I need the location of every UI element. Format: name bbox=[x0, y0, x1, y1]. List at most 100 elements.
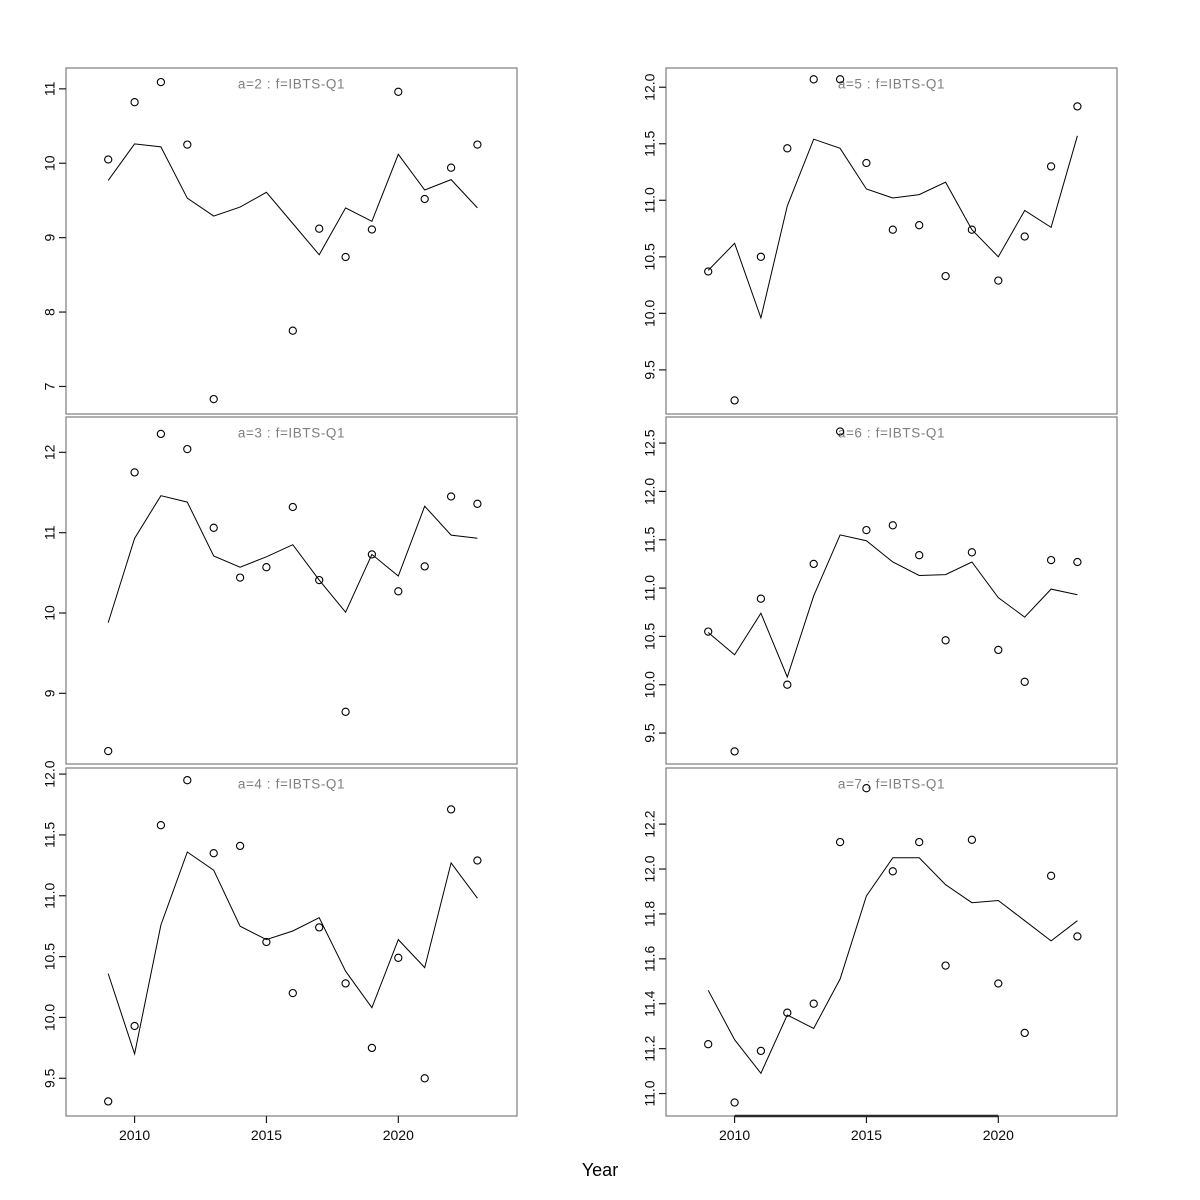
data-point bbox=[756, 1046, 766, 1056]
data-point bbox=[315, 575, 324, 585]
data-point bbox=[104, 746, 113, 756]
data-point bbox=[1046, 555, 1056, 565]
panel-a6: 9.5 10.0 10.5 11.0 11.5 12.0 12.5 a=6 : f=IBTS-… bbox=[642, 416, 1118, 765]
y-tick-label: 12.0 bbox=[642, 478, 658, 505]
data-point bbox=[104, 155, 113, 164]
y-tick-label: 9 bbox=[42, 234, 58, 242]
data-point bbox=[394, 587, 403, 596]
data-point bbox=[315, 923, 324, 932]
data-point bbox=[730, 747, 739, 756]
y-tick-label: 11 bbox=[42, 81, 58, 96]
data-point bbox=[341, 252, 350, 262]
x-tick-label: 2020 bbox=[383, 1127, 414, 1143]
fitted-line bbox=[107, 143, 478, 256]
y-tick-label: 9 bbox=[42, 689, 58, 697]
data-point bbox=[730, 396, 739, 405]
data-point bbox=[862, 784, 871, 793]
panel-a7: 11.0 11.2 11.4 11.6 11.8 12.0 12.2 2010 2015 2020… bbox=[642, 767, 1118, 1143]
panel-border bbox=[65, 67, 518, 415]
y-tick-label: 12.5 bbox=[642, 429, 658, 456]
y-tick-label: 12.0 bbox=[642, 855, 658, 882]
data-point bbox=[420, 194, 429, 204]
data-point bbox=[1020, 232, 1029, 241]
panel-a2: 7 8 9 10 11 a=2 : f=IBTS-Q1 bbox=[42, 67, 518, 415]
data-point bbox=[262, 937, 271, 947]
fitted-line bbox=[107, 495, 478, 623]
data-point bbox=[994, 276, 1003, 285]
panel-title: a=4 : f=IBTS-Q1 bbox=[238, 777, 345, 792]
data-point bbox=[262, 563, 271, 572]
data-point bbox=[888, 521, 897, 530]
data-point bbox=[1020, 1028, 1029, 1038]
data-point bbox=[209, 394, 218, 404]
y-tick-label: 10 bbox=[42, 605, 58, 621]
panel-border bbox=[65, 416, 518, 765]
data-point bbox=[209, 523, 218, 532]
data-point bbox=[288, 988, 297, 998]
data-point bbox=[783, 680, 792, 689]
y-tick-label: 10.0 bbox=[642, 671, 658, 698]
panel-title: a=2 : f=IBTS-Q1 bbox=[238, 77, 345, 92]
panel-title: a=6 : f=IBTS-Q1 bbox=[838, 426, 945, 441]
data-point bbox=[1046, 871, 1056, 880]
data-point bbox=[1073, 557, 1082, 567]
data-point bbox=[446, 805, 456, 814]
data-point bbox=[183, 140, 192, 149]
data-point bbox=[156, 821, 166, 830]
data-point bbox=[783, 144, 792, 153]
fitted-line bbox=[707, 857, 1078, 1075]
data-point bbox=[915, 551, 924, 560]
y-tick-label: 11 bbox=[42, 525, 58, 540]
data-point bbox=[704, 1040, 713, 1049]
data-point bbox=[809, 75, 818, 84]
data-point bbox=[888, 867, 897, 876]
data-point bbox=[394, 953, 403, 962]
data-point bbox=[235, 573, 245, 582]
y-tick-label: 11.5 bbox=[42, 822, 58, 848]
data-point bbox=[941, 271, 950, 281]
data-point bbox=[967, 548, 977, 557]
data-point bbox=[367, 550, 377, 559]
data-point bbox=[446, 163, 456, 172]
data-point bbox=[1073, 102, 1082, 111]
data-point bbox=[288, 326, 297, 335]
y-tick-label: 10 bbox=[42, 155, 58, 171]
y-tick-label: 11.0 bbox=[642, 575, 658, 601]
y-tick-label: 11.0 bbox=[642, 187, 658, 213]
data-point bbox=[473, 140, 482, 149]
data-point bbox=[967, 225, 977, 234]
data-point bbox=[1073, 932, 1082, 941]
y-tick-label: 12.2 bbox=[642, 810, 658, 837]
data-point bbox=[915, 837, 924, 847]
data-point bbox=[104, 1097, 113, 1106]
data-point bbox=[394, 87, 403, 96]
data-point bbox=[835, 837, 845, 847]
data-point bbox=[473, 856, 482, 865]
panel-title: a=5 : f=IBTS-Q1 bbox=[838, 77, 945, 92]
data-point bbox=[967, 835, 977, 844]
data-point bbox=[315, 224, 324, 233]
data-point bbox=[130, 98, 139, 107]
x-tick-label: 2010 bbox=[119, 1127, 150, 1143]
y-tick-label: 11.5 bbox=[642, 526, 658, 552]
panel-a3: 9 10 11 12 a=3 : f=IBTS-Q1 bbox=[42, 416, 518, 765]
data-point bbox=[183, 776, 192, 785]
data-point bbox=[835, 427, 845, 436]
fitted-line bbox=[107, 851, 478, 1056]
data-point bbox=[1020, 677, 1029, 686]
x-axis-title: Year bbox=[581, 1160, 619, 1180]
data-point bbox=[209, 849, 218, 858]
y-tick-label: 11.4 bbox=[642, 990, 658, 1016]
x-tick-label: 2015 bbox=[851, 1127, 882, 1143]
data-point bbox=[994, 645, 1003, 655]
x-tick-label: 2015 bbox=[251, 1127, 282, 1143]
data-point bbox=[704, 627, 713, 636]
data-point bbox=[446, 492, 456, 501]
y-tick-label: 9.5 bbox=[642, 360, 658, 380]
data-point bbox=[1046, 162, 1056, 171]
fitted-line bbox=[707, 135, 1078, 320]
panel-border bbox=[665, 67, 1118, 415]
y-tick-label: 9.5 bbox=[642, 723, 658, 743]
